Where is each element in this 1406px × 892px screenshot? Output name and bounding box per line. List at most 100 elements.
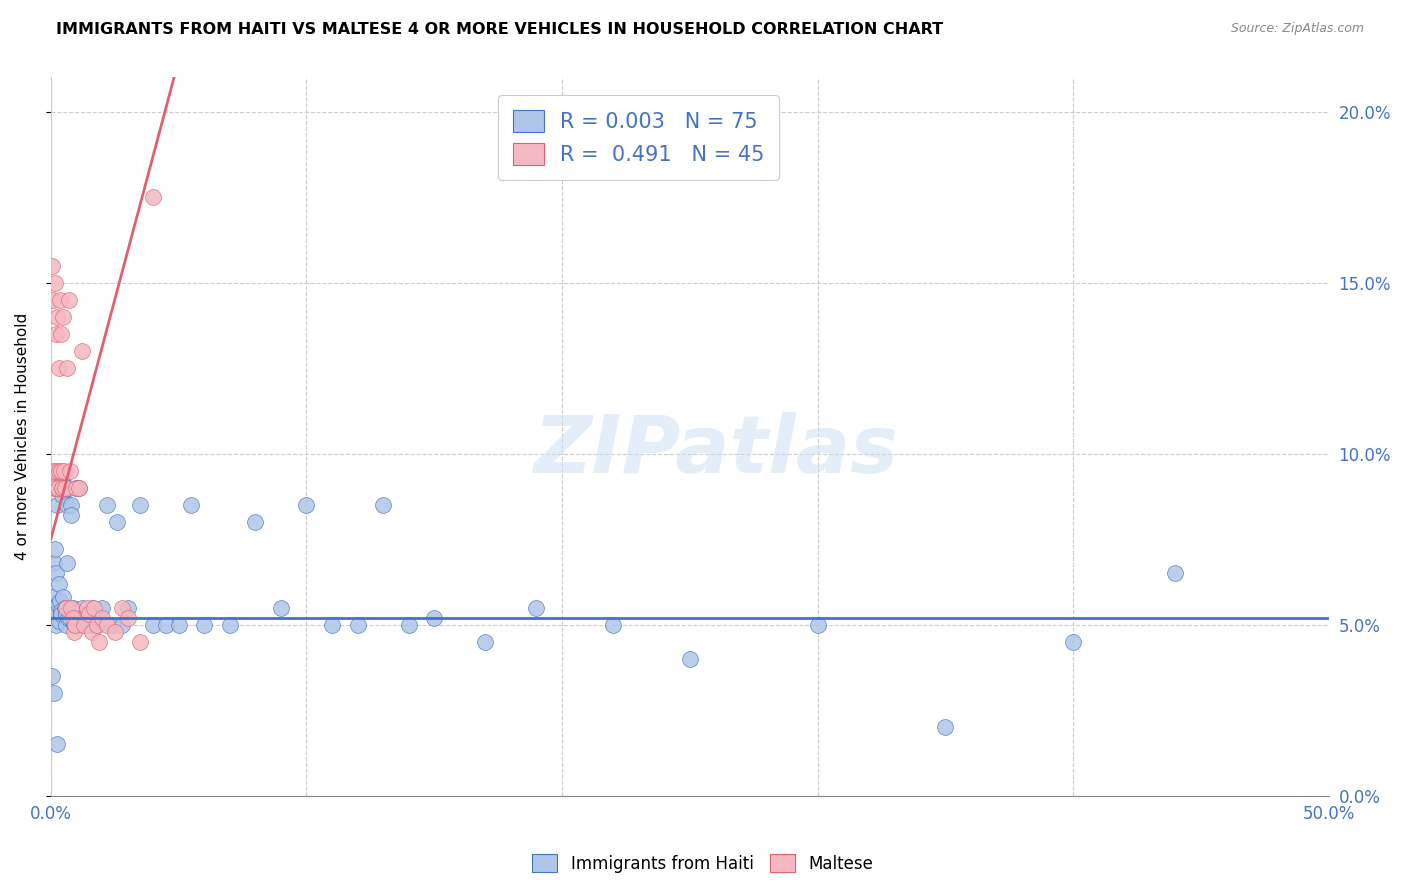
Point [295, 498, 318, 512]
Point [602, 617, 624, 632]
Point [44, 481, 66, 495]
Point [111, 617, 134, 632]
Point [55, 600, 77, 615]
Point [45, 566, 67, 581]
Point [58, 611, 80, 625]
Point [63, 617, 86, 632]
Point [142, 190, 165, 204]
Point [423, 611, 446, 625]
Point [56, 498, 79, 512]
Point [117, 600, 139, 615]
Point [73, 617, 96, 632]
Legend: R = 0.003   N = 75, R =  0.491   N = 45: R = 0.003 N = 75, R = 0.491 N = 45 [498, 95, 779, 180]
Point [180, 498, 202, 512]
Point [56, 361, 79, 376]
Point [73, 617, 96, 632]
Point [1062, 635, 1084, 649]
Point [46, 498, 69, 512]
Text: Source: ZipAtlas.com: Source: ZipAtlas.com [1230, 22, 1364, 36]
Point [155, 617, 177, 632]
Text: IMMIGRANTS FROM HAITI VS MALTESE 4 OR MORE VEHICLES IN HOUSEHOLD CORRELATION CHA: IMMIGRANTS FROM HAITI VS MALTESE 4 OR MO… [56, 22, 943, 37]
Point [44, 686, 66, 700]
Point [60, 508, 83, 523]
Point [105, 515, 128, 529]
Point [193, 617, 215, 632]
Point [41, 259, 63, 273]
Point [83, 600, 105, 615]
Point [129, 498, 152, 512]
Point [52, 481, 75, 495]
Point [42, 293, 65, 307]
Text: ZIPatlas: ZIPatlas [533, 412, 898, 490]
Point [83, 617, 105, 632]
Point [46, 738, 69, 752]
Point [48, 464, 70, 478]
Point [49, 604, 72, 618]
Point [53, 600, 76, 615]
Point [41, 611, 63, 625]
Point [679, 652, 702, 666]
Point [48, 361, 70, 376]
Point [65, 481, 87, 495]
Point [51, 481, 73, 495]
Point [245, 515, 267, 529]
Point [934, 720, 956, 734]
Point [52, 591, 75, 605]
Point [58, 293, 80, 307]
Point [55, 607, 77, 622]
Point [45, 617, 67, 632]
Point [77, 607, 100, 622]
Point [46, 597, 69, 611]
Point [58, 481, 80, 495]
Point [46, 310, 69, 324]
Point [42, 556, 65, 570]
Point [807, 617, 830, 632]
Point [45, 464, 67, 478]
Point [65, 481, 87, 495]
Point [76, 600, 98, 615]
Point [42, 591, 65, 605]
Point [42, 464, 65, 478]
Point [59, 611, 82, 625]
Legend: Immigrants from Haiti, Maltese: Immigrants from Haiti, Maltese [526, 847, 880, 880]
Point [526, 600, 548, 615]
Point [63, 617, 86, 632]
Point [60, 600, 83, 615]
Point [59, 498, 82, 512]
Point [89, 635, 111, 649]
Point [55, 617, 77, 632]
Point [51, 488, 73, 502]
Point [474, 635, 496, 649]
Point [52, 310, 75, 324]
Point [53, 481, 76, 495]
Point [67, 481, 90, 495]
Point [49, 464, 72, 478]
Point [117, 611, 139, 625]
Point [46, 481, 69, 495]
Point [86, 617, 108, 632]
Point [51, 481, 73, 495]
Point [42, 600, 65, 615]
Point [101, 617, 124, 632]
Point [371, 498, 394, 512]
Point [51, 474, 73, 488]
Point [91, 600, 114, 615]
Point [44, 276, 66, 290]
Point [80, 600, 103, 615]
Point [167, 617, 190, 632]
Point [63, 624, 86, 639]
Point [321, 617, 343, 632]
Point [91, 611, 114, 625]
Point [63, 607, 86, 622]
Point [42, 481, 65, 495]
Point [86, 617, 108, 632]
Point [55, 556, 77, 570]
Point [142, 617, 165, 632]
Point [70, 344, 93, 359]
Point [62, 600, 84, 615]
Point [80, 624, 103, 639]
Point [67, 481, 90, 495]
Point [66, 617, 89, 632]
Point [77, 617, 100, 632]
Point [111, 600, 134, 615]
